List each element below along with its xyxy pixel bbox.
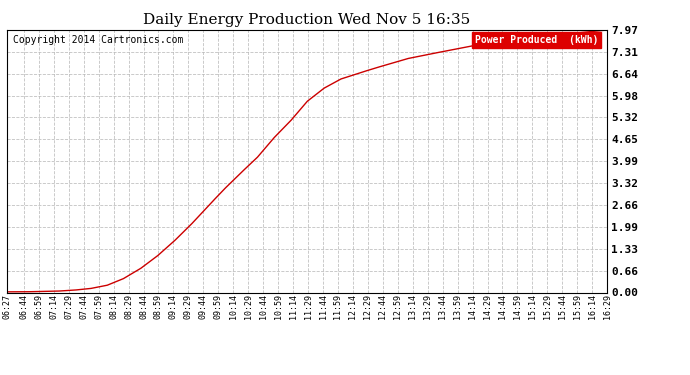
Text: Power Produced  (kWh): Power Produced (kWh) xyxy=(475,35,598,45)
Title: Daily Energy Production Wed Nov 5 16:35: Daily Energy Production Wed Nov 5 16:35 xyxy=(144,13,471,27)
Text: Copyright 2014 Cartronics.com: Copyright 2014 Cartronics.com xyxy=(13,35,184,45)
